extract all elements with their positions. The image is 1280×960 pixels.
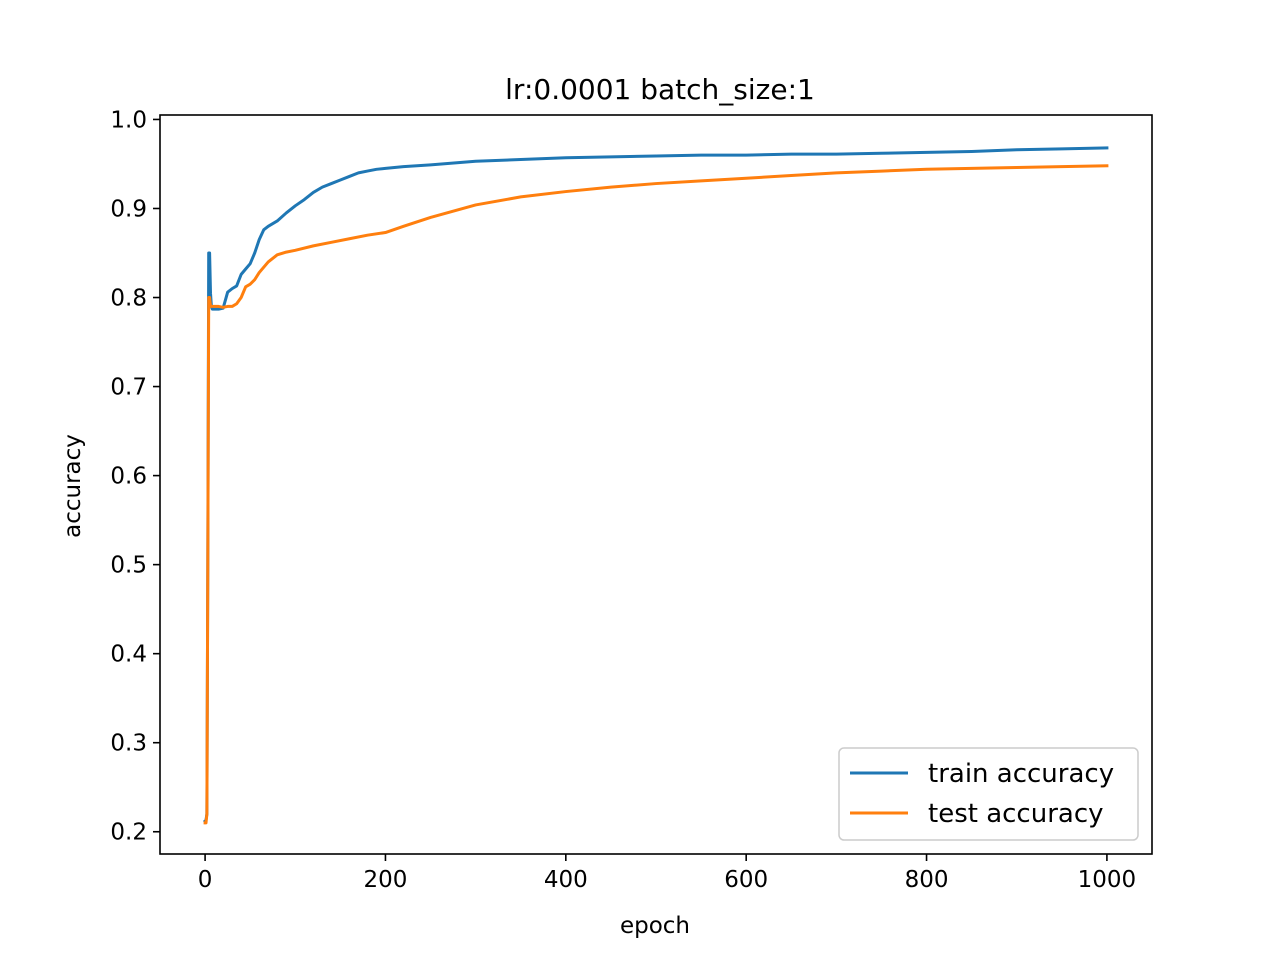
y-tick-label: 1.0: [110, 107, 147, 133]
y-tick-label: 0.8: [110, 286, 147, 312]
y-tick-label: 0.3: [110, 731, 147, 757]
legend: train accuracy test accuracy: [838, 747, 1139, 841]
series-line-train: [202, 146, 1109, 824]
series-line-test: [203, 164, 1109, 825]
y-tick-label: 0.9: [110, 196, 147, 222]
y-tick-label: 0.5: [110, 553, 147, 579]
x-axis-label: epoch: [620, 913, 690, 939]
x-tick-label: 1000: [1078, 867, 1137, 893]
axes-frame: [159, 114, 1153, 855]
x-tick-label: 0: [198, 867, 213, 893]
legend-box: [838, 747, 1139, 841]
chart-title: lr:0.0001 batch_size:1: [505, 73, 815, 106]
x-tick-label: 200: [364, 867, 408, 893]
x-tick-label: 600: [724, 867, 768, 893]
legend-label: test accuracy: [928, 799, 1104, 829]
y-tick-label: 0.7: [110, 375, 147, 401]
y-tick-label: 0.2: [110, 820, 147, 846]
legend-label: train accuracy: [928, 759, 1114, 789]
y-tick-label: 0.6: [110, 464, 147, 490]
x-tick-label: 800: [905, 867, 949, 893]
plot-area: 0 200 400 600 800 1000 0.2 0.3 0.4 0.5 0.6 0.7 0.8 0.…: [110, 107, 1153, 893]
y-axis-label: accuracy: [60, 434, 86, 538]
y-tick-label: 0.4: [110, 642, 147, 668]
x-tick-label: 400: [544, 867, 588, 893]
